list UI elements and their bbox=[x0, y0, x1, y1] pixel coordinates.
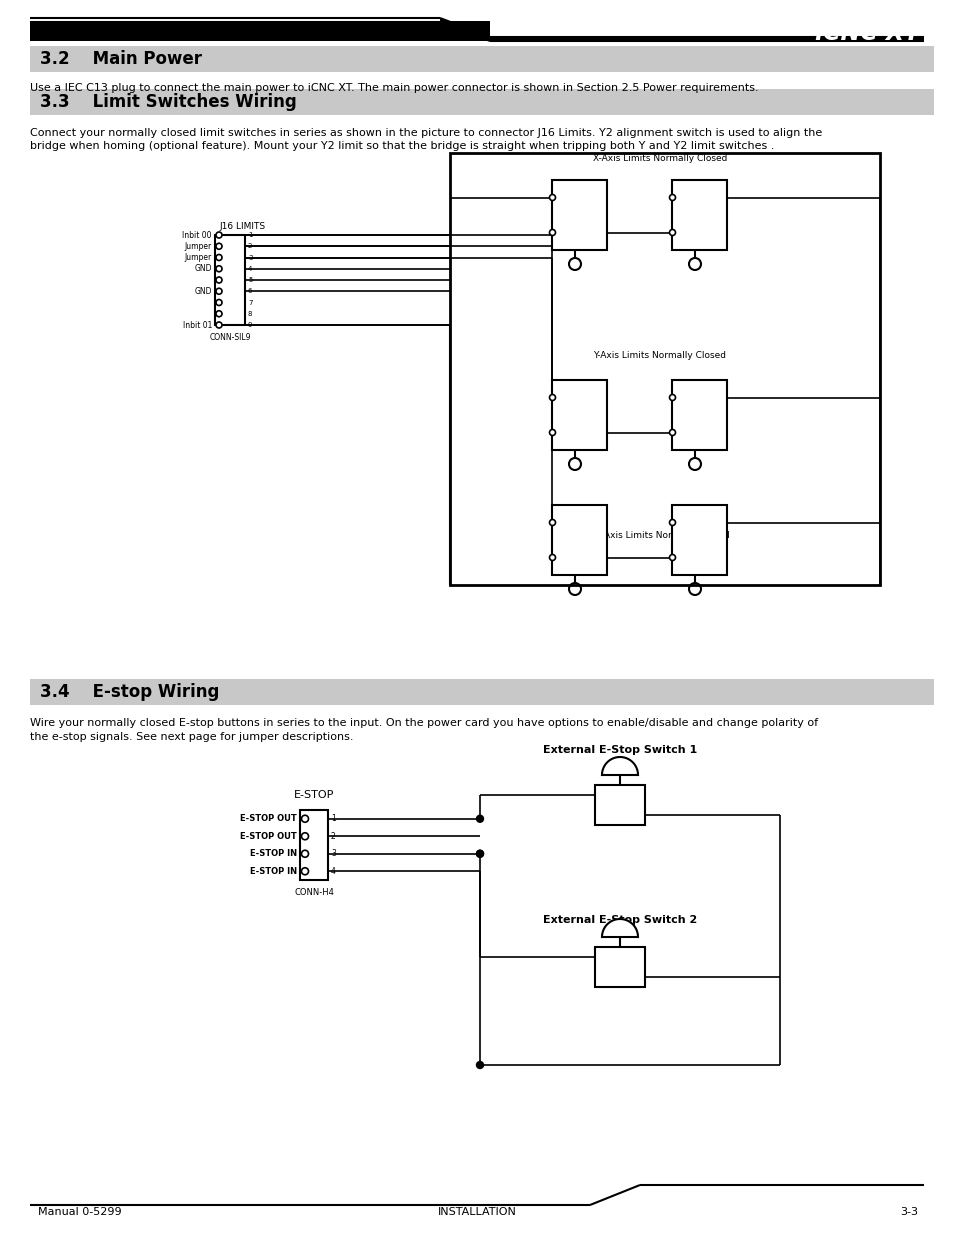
Text: Inbit 01: Inbit 01 bbox=[182, 321, 212, 330]
Circle shape bbox=[301, 815, 308, 823]
Bar bbox=[30, 21, 490, 41]
Circle shape bbox=[669, 430, 675, 436]
Text: the e-stop signals. See next page for jumper descriptions.: the e-stop signals. See next page for ju… bbox=[30, 732, 354, 742]
Bar bbox=[30, 89, 933, 115]
Text: 3.3    Limit Switches Wiring: 3.3 Limit Switches Wiring bbox=[40, 93, 296, 111]
Text: X-Axis Limits Normally Closed: X-Axis Limits Normally Closed bbox=[592, 154, 726, 163]
Circle shape bbox=[215, 232, 222, 238]
Text: 3.2    Main Power: 3.2 Main Power bbox=[40, 49, 202, 68]
Text: Jumper: Jumper bbox=[185, 242, 212, 251]
Text: Wire your normally closed E-stop buttons in series to the input. On the power ca: Wire your normally closed E-stop buttons… bbox=[30, 718, 818, 727]
Bar bbox=[450, 153, 879, 585]
Text: Y2-Axis Limits Normally Closed: Y2-Axis Limits Normally Closed bbox=[590, 531, 729, 540]
Circle shape bbox=[215, 243, 222, 249]
Circle shape bbox=[476, 850, 483, 857]
Text: E-STOP OUT: E-STOP OUT bbox=[240, 814, 296, 824]
Circle shape bbox=[669, 194, 675, 200]
Circle shape bbox=[215, 277, 222, 283]
Text: E-STOP OUT: E-STOP OUT bbox=[240, 831, 296, 841]
Text: 3: 3 bbox=[248, 254, 253, 261]
Text: Inbit 00: Inbit 00 bbox=[182, 231, 212, 240]
Bar bbox=[30, 46, 933, 72]
Text: 1: 1 bbox=[331, 814, 335, 824]
Circle shape bbox=[549, 194, 555, 200]
Circle shape bbox=[215, 311, 222, 316]
Circle shape bbox=[215, 266, 222, 272]
Circle shape bbox=[549, 394, 555, 400]
Text: 3.4    E-stop Wiring: 3.4 E-stop Wiring bbox=[40, 683, 219, 701]
Circle shape bbox=[476, 815, 483, 823]
Text: 8: 8 bbox=[248, 311, 253, 316]
Circle shape bbox=[301, 868, 308, 874]
Text: 3-3: 3-3 bbox=[899, 1207, 917, 1216]
Text: 4: 4 bbox=[331, 867, 335, 876]
Polygon shape bbox=[601, 757, 638, 776]
Bar bbox=[30, 679, 933, 705]
Circle shape bbox=[215, 254, 222, 261]
Text: GND: GND bbox=[194, 264, 212, 273]
Circle shape bbox=[549, 430, 555, 436]
Circle shape bbox=[669, 520, 675, 526]
Text: External E-Stop Switch 2: External E-Stop Switch 2 bbox=[542, 915, 697, 925]
Text: 7: 7 bbox=[248, 300, 253, 305]
Text: J16 LIMITS: J16 LIMITS bbox=[219, 222, 265, 231]
Text: Use a IEC C13 plug to connect the main power to iCNC XT. The main power connecto: Use a IEC C13 plug to connect the main p… bbox=[30, 83, 758, 93]
Text: CONN-SIL9: CONN-SIL9 bbox=[209, 333, 251, 342]
Bar bbox=[299, 810, 328, 881]
Circle shape bbox=[476, 850, 483, 857]
Text: Connect your normally closed limit switches in series as shown in the picture to: Connect your normally closed limit switc… bbox=[30, 128, 821, 138]
Polygon shape bbox=[439, 19, 490, 41]
Text: 2: 2 bbox=[331, 831, 335, 841]
Text: Y-Axis Limits Normally Closed: Y-Axis Limits Normally Closed bbox=[593, 351, 726, 359]
Circle shape bbox=[669, 230, 675, 236]
Circle shape bbox=[669, 555, 675, 561]
Circle shape bbox=[301, 832, 308, 840]
Circle shape bbox=[476, 1062, 483, 1068]
Circle shape bbox=[215, 322, 222, 329]
Text: GND: GND bbox=[194, 287, 212, 295]
Bar bbox=[672, 180, 727, 249]
Circle shape bbox=[549, 230, 555, 236]
Bar bbox=[552, 505, 607, 576]
Text: CONN-H4: CONN-H4 bbox=[294, 888, 334, 897]
Circle shape bbox=[301, 850, 308, 857]
Bar bbox=[214, 235, 245, 325]
Text: 2: 2 bbox=[248, 243, 253, 249]
Circle shape bbox=[669, 394, 675, 400]
Bar bbox=[595, 947, 644, 987]
Text: 5: 5 bbox=[248, 277, 253, 283]
Circle shape bbox=[215, 300, 222, 305]
Bar bbox=[552, 380, 607, 450]
Bar bbox=[552, 180, 607, 249]
Text: bridge when homing (optional feature). Mount your Y2 limit so that the bridge is: bridge when homing (optional feature). M… bbox=[30, 141, 774, 151]
Text: iCNC XT: iCNC XT bbox=[814, 21, 919, 44]
Text: 1: 1 bbox=[248, 232, 253, 238]
Bar bbox=[595, 785, 644, 825]
Text: 9: 9 bbox=[248, 322, 253, 329]
Text: Jumper: Jumper bbox=[185, 253, 212, 262]
Polygon shape bbox=[601, 919, 638, 937]
Text: 4: 4 bbox=[248, 266, 253, 272]
Bar bbox=[672, 505, 727, 576]
Text: E-STOP IN: E-STOP IN bbox=[250, 850, 296, 858]
Text: Manual 0-5299: Manual 0-5299 bbox=[38, 1207, 121, 1216]
Text: 6: 6 bbox=[248, 288, 253, 294]
Text: INSTALLATION: INSTALLATION bbox=[437, 1207, 516, 1216]
Bar bbox=[490, 37, 923, 41]
Circle shape bbox=[549, 520, 555, 526]
Text: External E-Stop Switch 1: External E-Stop Switch 1 bbox=[542, 745, 697, 755]
Circle shape bbox=[215, 288, 222, 294]
Text: E-STOP: E-STOP bbox=[294, 790, 334, 800]
Bar bbox=[672, 380, 727, 450]
Circle shape bbox=[549, 555, 555, 561]
Text: E-STOP IN: E-STOP IN bbox=[250, 867, 296, 876]
Text: 3: 3 bbox=[331, 850, 335, 858]
